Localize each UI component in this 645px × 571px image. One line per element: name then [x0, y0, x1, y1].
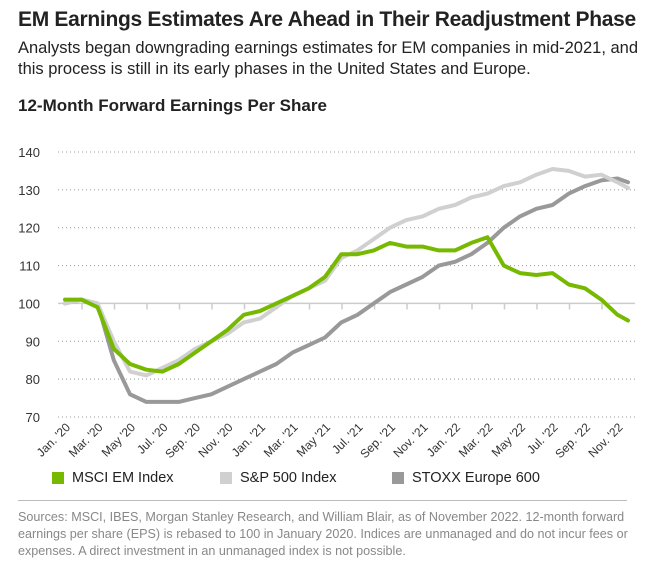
x-tick-label: May '22 [489, 420, 529, 460]
x-tick-label: Mar. '22 [456, 420, 496, 460]
x-tick-label: Sep. '20 [162, 420, 203, 461]
y-tick-label: 80 [26, 372, 40, 387]
x-tick-label: Sep. '22 [552, 420, 593, 461]
x-tick-label: Nov. '20 [195, 420, 235, 460]
y-tick-label: 70 [26, 410, 40, 425]
x-tick-label: Jan. '20 [34, 420, 74, 460]
legend-item-sp500: S&P 500 Index [220, 470, 336, 486]
y-tick-label: 120 [18, 221, 40, 236]
y-tick-label: 100 [18, 296, 40, 311]
series-line-msci-em-index [63, 235, 630, 374]
legend-item-msci-em: MSCI EM Index [52, 470, 174, 486]
x-tick-label: Jan. '22 [424, 420, 464, 460]
chart-title: 12-Month Forward Earnings Per Share [18, 96, 327, 115]
legend-swatch [220, 472, 232, 484]
legend-label: STOXX Europe 600 [412, 470, 540, 486]
y-tick-label: 140 [18, 145, 40, 160]
legend-label: MSCI EM Index [72, 470, 174, 486]
legend-swatch [52, 472, 64, 484]
x-tick-label: Sep. '21 [357, 420, 398, 461]
legend-label: S&P 500 Index [240, 470, 337, 486]
divider [18, 500, 627, 501]
x-tick-label: May '20 [99, 420, 139, 460]
legend-swatch [392, 472, 404, 484]
y-tick-label: 130 [18, 183, 40, 198]
x-tick-label: Mar. '21 [261, 420, 301, 460]
x-tick-label: Mar. '20 [66, 420, 106, 460]
x-tick-label: Nov. '22 [585, 420, 625, 460]
footnote: Sources: MSCI, IBES, Morgan Stanley Rese… [18, 510, 628, 558]
chart-heading: EM Earnings Estimates Are Ahead in Their… [18, 8, 636, 31]
x-tick-label: Nov. '21 [390, 420, 430, 460]
chart-subtitle: Analysts began downgrading earnings esti… [18, 39, 639, 78]
x-tick-label: May '21 [294, 420, 334, 460]
legend-item-stoxx: STOXX Europe 600 [392, 470, 540, 486]
y-tick-label: 110 [19, 259, 40, 274]
series-line-stoxx-europe-600 [63, 176, 630, 404]
y-tick-label: 90 [26, 334, 40, 349]
x-tick-label: Jan. '21 [229, 420, 269, 460]
